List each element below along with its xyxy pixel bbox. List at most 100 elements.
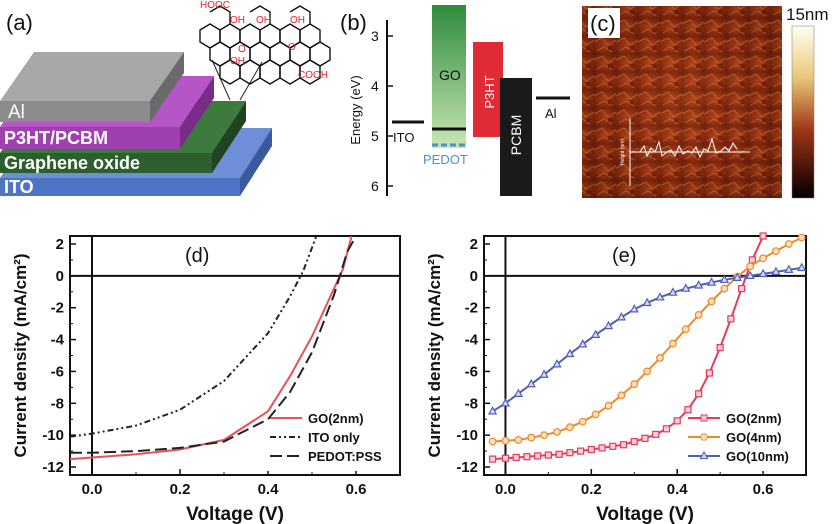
data-point [552,359,562,368]
data-point [603,320,614,330]
data-point [720,284,729,293]
panel-c: (c) Height (nm) 15nm [582,5,829,199]
y-tick-label: -2 [465,300,478,317]
data-point [527,433,536,442]
energy-tick-label: 3 [371,28,379,44]
data-point [591,329,601,338]
data-point [544,451,553,459]
group-hooc: HOOC [200,0,230,11]
data-point [707,297,716,306]
data-point [673,417,681,425]
group-cooh: COOH [298,70,328,81]
x-tick-label: 0.0 [495,481,516,498]
p3ht-band [473,42,503,137]
data-point [617,391,626,400]
data-point [514,436,523,444]
data-point [619,441,628,449]
height-profile-label: Height (nm) [620,139,626,165]
panel-b: (b) 3 4 5 6 Energy (eV) ITO GO PEDOT P3HT P… [340,5,570,196]
data-point [523,453,531,461]
y-tick-label: 2 [56,236,64,253]
data-point [501,436,510,445]
pcbm-band-label: PCBM [508,115,524,155]
data-point [748,256,756,264]
legend-label: PEDOT:PSS [308,449,382,464]
colorbar-max-label: 15nm [786,5,829,24]
data-point [526,378,536,388]
data-point [662,425,671,433]
group-o-2: O [288,42,296,53]
x-tick-label: 0.6 [753,481,774,498]
legend-label: GO(4nm) [726,430,782,445]
data-point [630,380,639,389]
data-point [565,423,574,432]
y-tick-label: -2 [51,300,64,317]
y-tick-label: -12 [42,459,64,476]
layer-al: Al [0,52,184,123]
x-axis-label: Voltage (V) [596,504,694,524]
x-tick-label: 0.2 [581,481,602,498]
panel-d-label: (d) [185,245,209,267]
data-point [539,369,549,378]
y-tick-label: -8 [51,395,64,412]
data-point [513,388,523,397]
data-point [655,292,665,301]
data-point [772,247,780,256]
y-tick-label: -10 [456,427,478,444]
layer-ito-label: ITO [4,177,34,197]
energy-axis-label: Energy (eV) [348,75,363,144]
data-point [668,287,678,296]
graphene-oxide-molecule [199,5,331,85]
group-oh-3: OH [290,15,305,26]
data-point [641,434,649,442]
data-point [797,233,806,242]
y-tick-label: -4 [51,332,65,349]
x-tick-label: 0.6 [346,481,367,498]
series-line-PEDOT:PSS [70,235,357,454]
data-point [681,283,691,292]
data-point [784,264,794,273]
data-point [512,453,520,462]
energy-ticks: 3 4 5 6 [371,28,393,194]
data-point [758,268,768,278]
data-point [540,431,549,440]
al-level-label: Al [545,106,557,121]
layer-p3ht-label: P3HT/PCBM [4,128,108,148]
y-tick-label: -8 [465,395,478,412]
data-point [616,312,626,321]
y-tick-label: -12 [456,459,478,476]
data-point [643,367,652,376]
pcbm-band [500,78,532,196]
series-line-GO(10nm) [492,266,802,413]
pedot-level-label: PEDOT [423,152,468,167]
x-tick-label: 0.0 [82,481,103,498]
legend-marker [699,450,709,460]
x-tick-label: 0.2 [170,481,191,498]
zoom-line-left [211,59,231,101]
data-point [487,406,498,415]
series-line-ITO only [69,235,318,438]
data-point [746,262,755,271]
data-point [727,315,735,323]
data-point [732,272,742,281]
group-oh-4: OH [230,56,245,67]
panel-d-chart: (d) 0.0 0.2 0.4 0.6 2 0 -2 -4 -6 -8 -10 -12 Voltage … [11,235,401,524]
y-tick-label: -6 [51,363,64,380]
data-point [604,401,613,410]
legend-label: GO(10nm) [726,449,789,464]
height-colorbar [791,25,815,199]
data-point [500,398,511,407]
data-point [488,455,497,463]
data-point [630,437,638,446]
data-point [745,270,755,280]
panel-c-label: (c) [590,11,616,36]
data-point [759,232,767,240]
data-point [684,406,692,414]
panel-e-chart: (e) 0.0 0.2 0.4 0.6 2 0 -2 -4 -6 -8 -10 -12 Voltage … [425,232,807,524]
data-point [706,277,717,286]
legend-label: GO(2nm) [308,411,364,426]
data-point [759,254,767,263]
data-point [694,280,704,289]
panel-c-label-bg [588,8,620,38]
